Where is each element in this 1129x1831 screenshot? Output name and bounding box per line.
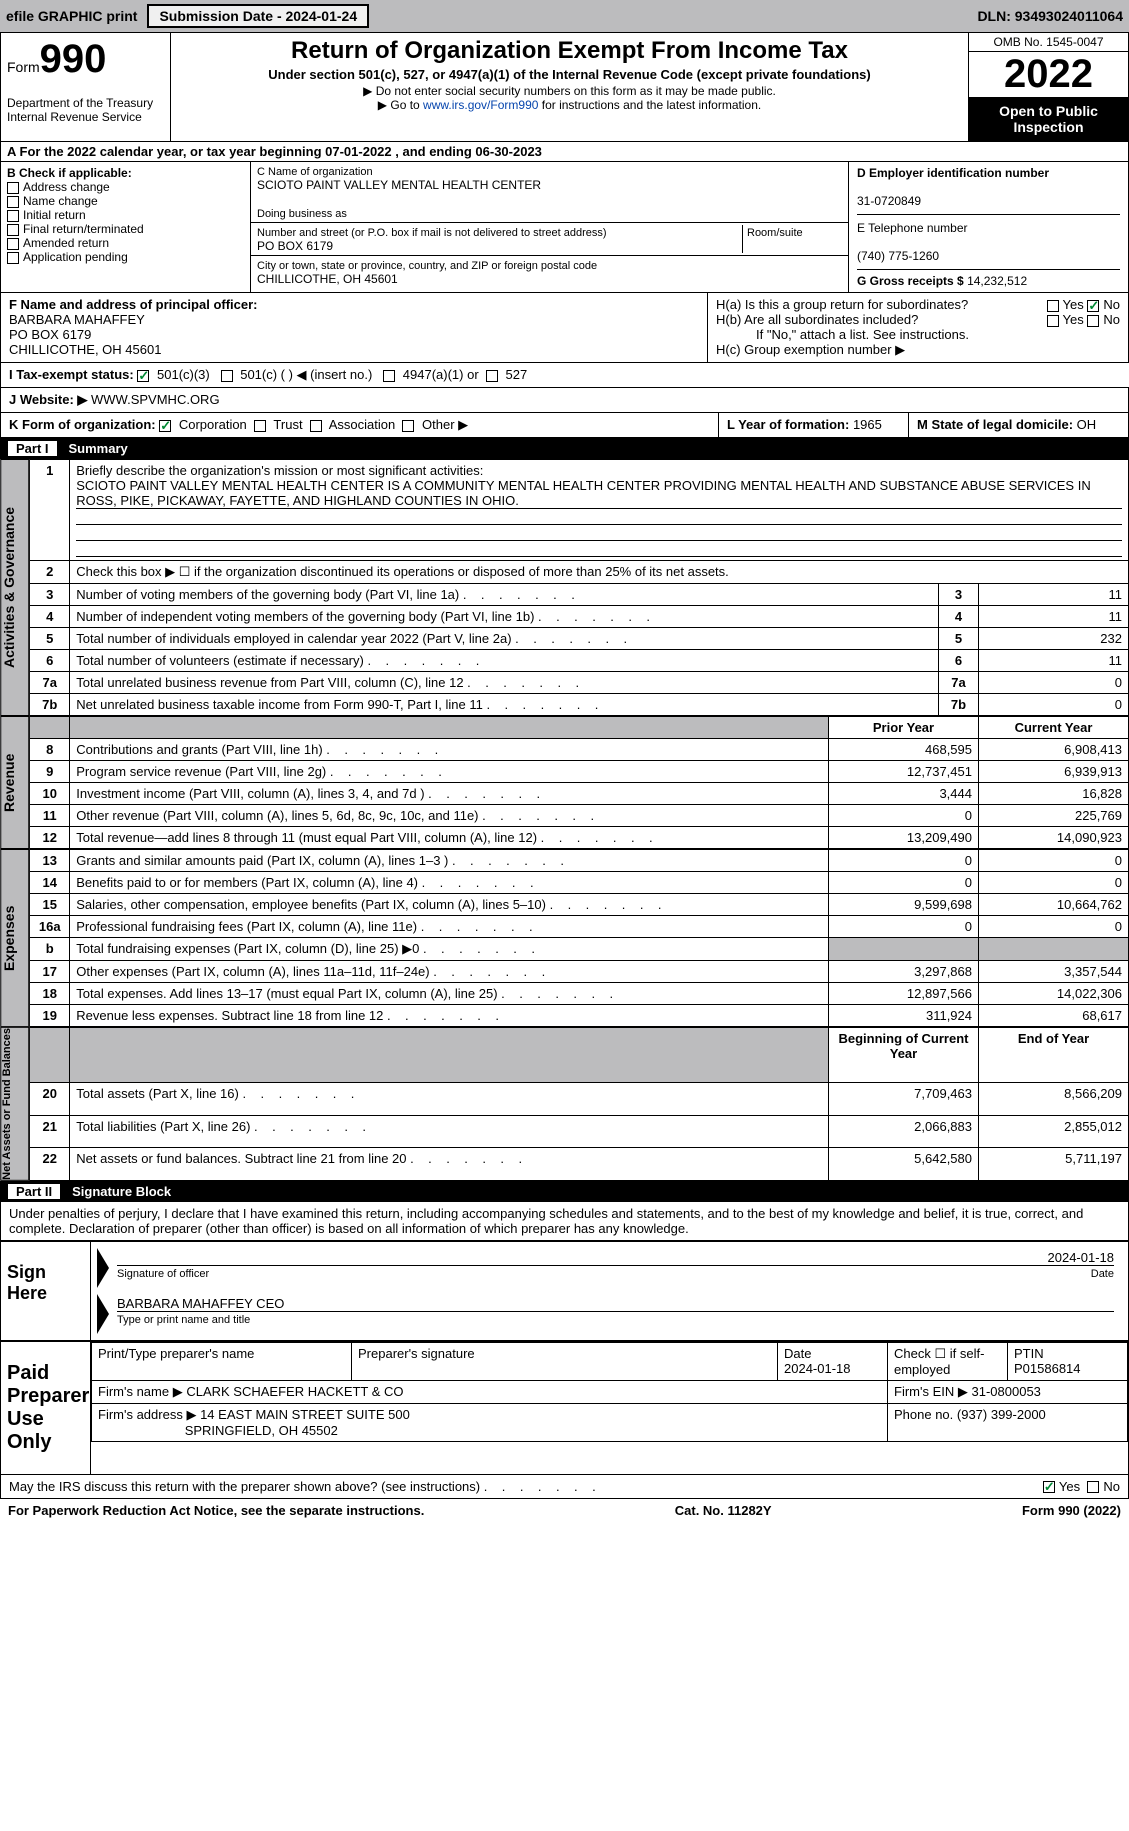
f-label: F Name and address of principal officer: <box>9 297 258 312</box>
cb-final-return[interactable] <box>7 224 19 236</box>
cb-corp[interactable] <box>159 420 171 432</box>
j-label: J Website: ▶ <box>9 392 87 408</box>
cb-501c3[interactable] <box>137 370 149 382</box>
irs-link[interactable]: www.irs.gov/Form990 <box>423 98 538 112</box>
side-rev: Revenue <box>0 716 29 849</box>
city-state-zip: CHILLICOTHE, OH 45601 <box>257 272 398 286</box>
dept-treasury: Department of the Treasury <box>7 96 164 110</box>
discuss-label: May the IRS discuss this return with the… <box>9 1479 1043 1494</box>
table-na: Beginning of Current YearEnd of Year 20T… <box>29 1027 1129 1181</box>
cb-ha-yes[interactable] <box>1047 300 1059 312</box>
efile-label: efile GRAPHIC print <box>6 8 137 24</box>
website: WWW.SPVMHC.ORG <box>91 392 220 408</box>
ein: 31-0720849 <box>857 194 921 208</box>
cb-hb-yes[interactable] <box>1047 315 1059 327</box>
table-exp: 13Grants and similar amounts paid (Part … <box>29 849 1129 1027</box>
line-a: A For the 2022 calendar year, or tax yea… <box>0 142 1129 162</box>
e-label: E Telephone number <box>857 221 968 235</box>
cb-initial-return[interactable] <box>7 210 19 222</box>
subtitle-3: ▶ Go to www.irs.gov/Form990 for instruct… <box>175 98 964 112</box>
cb-hb-no[interactable] <box>1087 315 1099 327</box>
part1-header: Part I Summary <box>0 438 1129 459</box>
irs-label: Internal Revenue Service <box>7 110 164 124</box>
d-label: D Employer identification number <box>857 166 1049 180</box>
street-address: PO BOX 6179 <box>257 239 333 253</box>
cb-app-pending[interactable] <box>7 252 19 264</box>
cb-discuss-yes[interactable] <box>1043 1481 1055 1493</box>
cb-assoc[interactable] <box>310 420 322 432</box>
b-label: B Check if applicable: <box>7 166 132 180</box>
form-title: Return of Organization Exempt From Incom… <box>175 37 964 65</box>
form-header: Form990 Department of the Treasury Inter… <box>0 32 1129 142</box>
h-note: If "No," attach a list. See instructions… <box>716 327 1120 342</box>
l-label: L Year of formation: <box>727 417 853 432</box>
block-bcdeg: B Check if applicable: Address change Na… <box>0 162 1129 293</box>
m-label: M State of legal domicile: <box>917 417 1077 432</box>
city-label: City or town, state or province, country… <box>257 260 597 272</box>
state-domicile: OH <box>1077 417 1097 432</box>
topbar: efile GRAPHIC print Submission Date - 20… <box>0 0 1129 32</box>
room-label: Room/suite <box>747 227 803 239</box>
cb-address-change[interactable] <box>7 182 19 194</box>
form-word: Form <box>7 59 40 75</box>
open-inspection: Open to Public Inspection <box>969 97 1128 141</box>
part2-header: Part II Signature Block <box>0 1181 1129 1202</box>
mission: SCIOTO PAINT VALLEY MENTAL HEALTH CENTER… <box>76 478 1122 509</box>
footer: For Paperwork Reduction Act Notice, see … <box>0 1499 1129 1522</box>
gross-receipts: 14,232,512 <box>967 274 1027 288</box>
hb-label: H(b) Are all subordinates included? <box>716 312 918 327</box>
cb-527[interactable] <box>486 370 498 382</box>
arrow-icon <box>97 1294 109 1334</box>
block-fh: F Name and address of principal officer:… <box>0 293 1129 363</box>
cb-4947[interactable] <box>383 370 395 382</box>
declaration: Under penalties of perjury, I declare th… <box>0 1202 1129 1241</box>
form-number: 990 <box>40 37 107 81</box>
side-ag: Activities & Governance <box>0 459 29 716</box>
c-name-label: C Name of organization <box>257 166 373 178</box>
phone: (740) 775-1260 <box>857 249 939 263</box>
officer-addr: PO BOX 6179 <box>9 327 91 342</box>
cb-discuss-no[interactable] <box>1087 1481 1099 1493</box>
cb-trust[interactable] <box>254 420 266 432</box>
subtitle-1: Under section 501(c), 527, or 4947(a)(1)… <box>175 67 964 82</box>
hc-label: H(c) Group exemption number ▶ <box>716 342 1120 358</box>
officer-name: BARBARA MAHAFFEY <box>9 312 145 327</box>
paid-preparer-block: Paid Preparer Use Only Print/Type prepar… <box>0 1341 1129 1475</box>
side-exp: Expenses <box>0 849 29 1027</box>
row-j: J Website: ▶ WWW.SPVMHC.ORG <box>0 388 1129 413</box>
cb-ha-no[interactable] <box>1087 300 1099 312</box>
arrow-icon <box>97 1248 109 1288</box>
org-name: SCIOTO PAINT VALLEY MENTAL HEALTH CENTER <box>257 178 541 192</box>
officer-city: CHILLICOTHE, OH 45601 <box>9 342 161 357</box>
table-ag: 1 Briefly describe the organization's mi… <box>29 459 1129 716</box>
g-label: G Gross receipts $ <box>857 274 967 288</box>
omb-number: OMB No. 1545-0047 <box>969 33 1128 52</box>
ha-label: H(a) Is this a group return for subordin… <box>716 297 968 312</box>
i-label: I Tax-exempt status: <box>9 367 134 382</box>
dln: DLN: 93493024011064 <box>977 8 1123 24</box>
cb-amended[interactable] <box>7 238 19 250</box>
tax-year: 2022 <box>969 52 1128 97</box>
cb-501c[interactable] <box>221 370 233 382</box>
k-label: K Form of organization: <box>9 417 156 432</box>
row-klm: K Form of organization: Corporation Trus… <box>0 413 1129 438</box>
table-rev: Prior YearCurrent Year 8Contributions an… <box>29 716 1129 849</box>
cb-name-change[interactable] <box>7 196 19 208</box>
submission-date: Submission Date - 2024-01-24 <box>147 4 369 28</box>
subtitle-2: ▶ Do not enter social security numbers o… <box>175 84 964 98</box>
dba-label: Doing business as <box>257 208 347 220</box>
sign-here-block: Sign Here 2024-01-18 Signature of office… <box>0 1241 1129 1341</box>
addr-label: Number and street (or P.O. box if mail i… <box>257 227 607 239</box>
cb-other[interactable] <box>402 420 414 432</box>
side-na: Net Assets or Fund Balances <box>0 1027 29 1181</box>
year-formation: 1965 <box>853 417 882 432</box>
row-i: I Tax-exempt status: 501(c)(3) 501(c) ( … <box>0 363 1129 388</box>
